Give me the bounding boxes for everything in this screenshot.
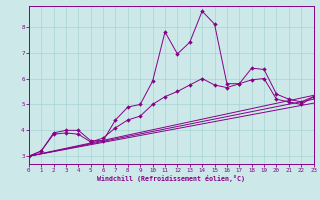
X-axis label: Windchill (Refroidissement éolien,°C): Windchill (Refroidissement éolien,°C): [97, 175, 245, 182]
